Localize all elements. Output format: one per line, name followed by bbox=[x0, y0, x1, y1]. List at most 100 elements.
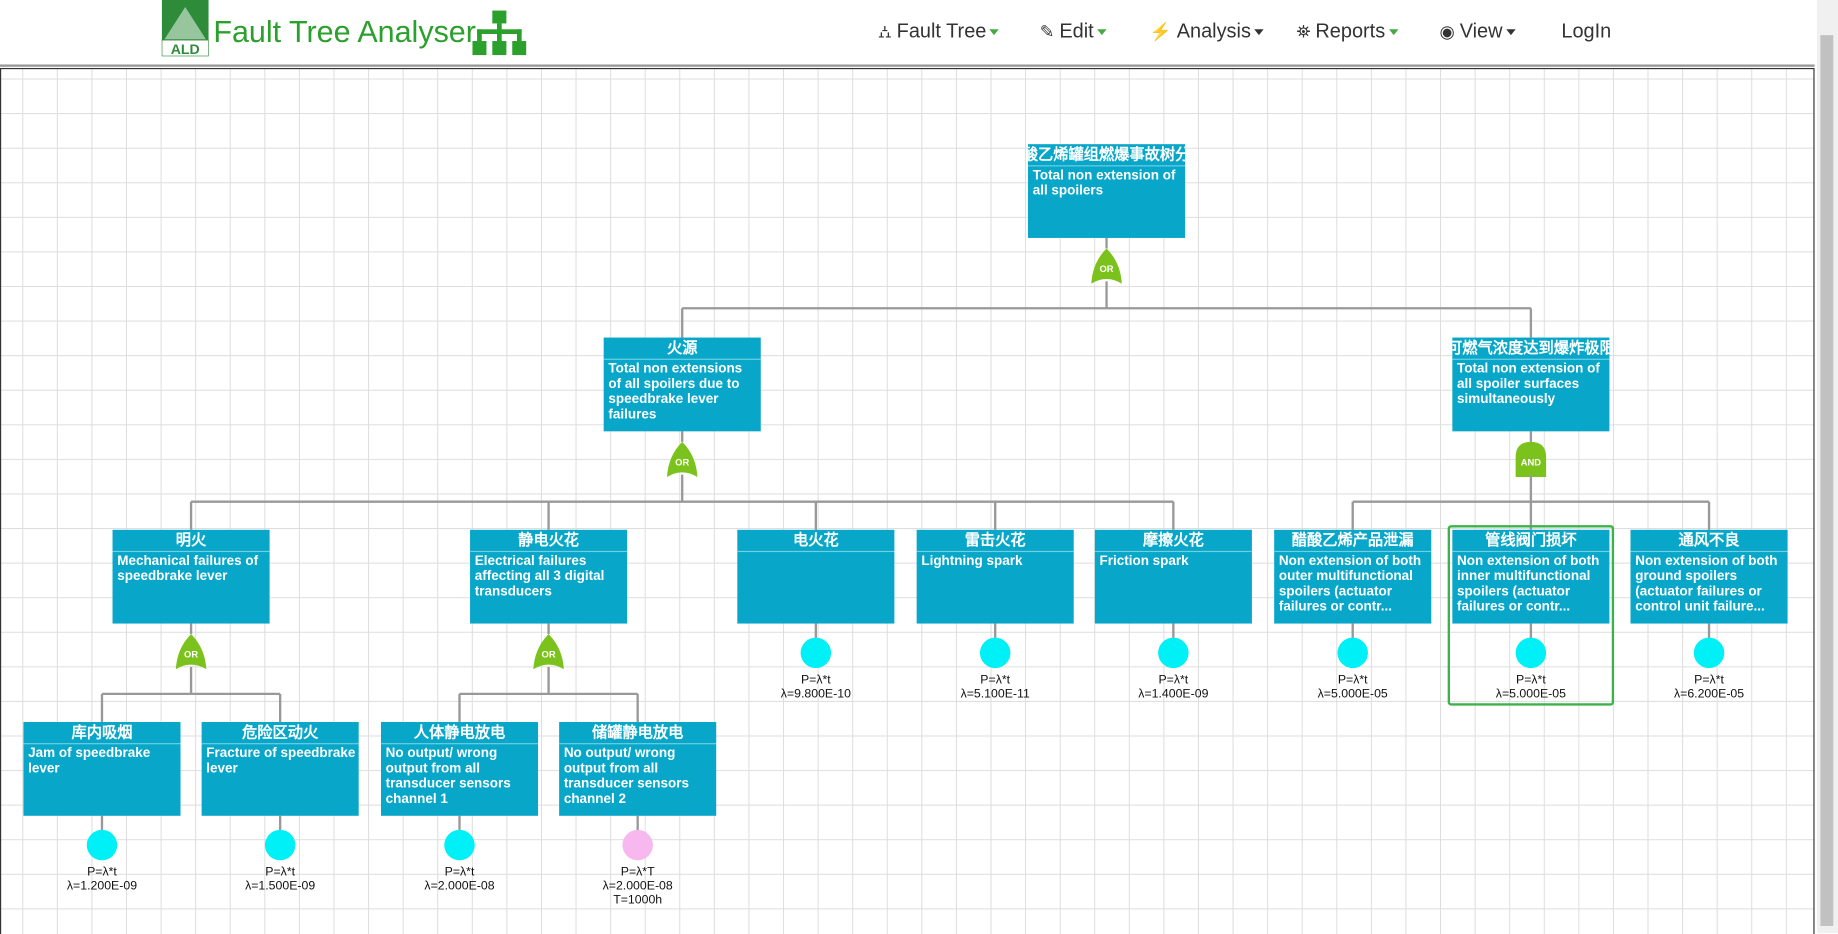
event-formula: P=λ*t bbox=[980, 672, 1011, 687]
node[interactable]: 可燃气浓度达到爆炸极限 Total non extension of all sp… bbox=[1452, 337, 1610, 432]
event-rate: λ=5.000E-05 bbox=[1317, 686, 1388, 701]
basic-event[interactable] bbox=[979, 637, 1011, 669]
node-title-text: 可燃气浓度达到爆炸极限 bbox=[1452, 338, 1610, 357]
gate[interactable] bbox=[1091, 248, 1122, 284]
node[interactable]: 管线阀门损坏 Non extension of both inner multif… bbox=[1452, 529, 1610, 624]
event-info: P=λ*T λ=2.000E-08 T=1000h bbox=[579, 865, 696, 907]
node-description: Electrical failures affecting all 3 digi… bbox=[474, 554, 605, 599]
node-title: 可燃气浓度达到爆炸极限 bbox=[1452, 338, 1610, 360]
node-description: Total non extensions of all spoilers due… bbox=[608, 362, 743, 422]
node[interactable]: 库内吸烟 Jam of speedbrake lever bbox=[23, 722, 181, 816]
node-title: 通风不良 bbox=[1630, 530, 1788, 553]
event-rate: λ=1.500E-09 bbox=[245, 879, 316, 894]
event-info: P=λ*t λ=5.000E-05 bbox=[1294, 673, 1411, 701]
gate[interactable] bbox=[1515, 441, 1547, 478]
menu-item[interactable]: ✎ Edit bbox=[1040, 20, 1107, 43]
node-title: 库内吸烟 bbox=[23, 722, 181, 745]
gate[interactable] bbox=[533, 634, 564, 670]
node-title: 明火 bbox=[112, 530, 270, 553]
node-title: 储罐静电放电 bbox=[559, 722, 717, 745]
node[interactable]: 雷击火花 Lightning spark bbox=[916, 529, 1074, 624]
node-description: Lightning spark bbox=[921, 554, 1023, 569]
node[interactable]: 人体静电放电 No output/ wrong output from all t… bbox=[380, 722, 539, 816]
gate[interactable] bbox=[175, 634, 207, 670]
node[interactable]: 电火花 bbox=[737, 529, 895, 624]
basic-event[interactable] bbox=[1337, 637, 1368, 669]
basic-event[interactable] bbox=[1515, 637, 1547, 669]
node[interactable]: 静电火花 Electrical failures affecting all 3 … bbox=[470, 529, 628, 624]
gate[interactable] bbox=[666, 441, 698, 478]
node-description: Mechanical failures of speedbrake lever bbox=[117, 554, 259, 584]
node-title-text: 明火 bbox=[175, 530, 207, 549]
event-info: P=λ*t λ=1.200E-09 bbox=[43, 865, 160, 893]
gate-label: OR bbox=[675, 457, 689, 467]
basic-event[interactable] bbox=[800, 637, 832, 669]
event-rate: λ=5.100E-11 bbox=[960, 686, 1030, 701]
menu-item[interactable]: ⚡ Analysis bbox=[1150, 20, 1264, 43]
node-title: 火源 bbox=[603, 338, 761, 360]
menu-label: Fault Tree bbox=[896, 19, 987, 43]
event-formula: P=λ*T bbox=[620, 865, 655, 880]
event-formula: P=λ*t bbox=[1158, 672, 1189, 687]
menu-label: Analysis bbox=[1176, 19, 1251, 43]
node-title-text: 雷击火花 bbox=[964, 530, 1026, 549]
scrollbar[interactable] bbox=[1816, 0, 1838, 933]
event-info: P=λ*t λ=1.500E-09 bbox=[222, 865, 339, 893]
logo-text: ALD bbox=[171, 41, 200, 56]
event-rate: λ=5.000E-05 bbox=[1495, 686, 1566, 701]
node-title: 雷击火花 bbox=[916, 530, 1074, 553]
node-title: 摩擦火花 bbox=[1094, 530, 1252, 553]
basic-event[interactable] bbox=[1693, 637, 1725, 669]
connectors: OR OR AND OR OR bbox=[86, 237, 1725, 861]
node-title-text: 静电火花 bbox=[518, 530, 580, 549]
event-formula: P=λ*t bbox=[444, 865, 475, 880]
node-description: Total non extension of all spoilers bbox=[1032, 168, 1176, 199]
logo[interactable]: ALD bbox=[161, 0, 209, 57]
basic-event[interactable] bbox=[444, 829, 475, 861]
node-title-text: 库内吸烟 bbox=[71, 723, 133, 741]
brand-icon bbox=[472, 10, 527, 56]
node[interactable]: 危险区动火 Fracture of speedbrake lever bbox=[201, 722, 359, 816]
event-rate: λ=2.000E-08 bbox=[424, 879, 495, 894]
node[interactable]: 酸乙烯罐组燃爆事故树分 Total non extension of all sp… bbox=[1028, 144, 1186, 238]
event-formula: P=λ*t bbox=[87, 865, 117, 880]
node-title: 管线阀门损坏 bbox=[1452, 530, 1610, 553]
event-info: P=λ*t λ=9.800E-10 bbox=[757, 673, 874, 701]
node-description: Non extension of both outer multifunctio… bbox=[1278, 554, 1422, 615]
node-title-text: 摩擦火花 bbox=[1142, 530, 1204, 549]
event-info: P=λ*t λ=5.000E-05 bbox=[1472, 673, 1589, 701]
menu-item[interactable]: ⛯ Reports bbox=[1296, 20, 1399, 43]
node-title: 危险区动火 bbox=[201, 722, 359, 745]
menu-item[interactable]: ⛼ Fault Tree bbox=[878, 19, 1000, 45]
node-description: Friction spark bbox=[1099, 554, 1189, 569]
menu-item[interactable]: LogIn bbox=[1561, 20, 1611, 43]
event-rate: λ=6.200E-05 bbox=[1673, 686, 1745, 701]
event-rate: λ=1.400E-09 bbox=[1138, 686, 1209, 701]
basic-event[interactable] bbox=[1158, 637, 1189, 669]
node[interactable]: 明火 Mechanical failures of speedbrake leve… bbox=[112, 529, 270, 624]
node[interactable]: 醋酸乙烯产品泄漏 Non extension of both outer mult… bbox=[1274, 529, 1432, 624]
brand[interactable]: Fault Tree Analyser bbox=[213, 14, 476, 50]
node[interactable]: 火源 Total non extensions of all spoilers d… bbox=[603, 337, 761, 432]
node-description: Fracture of speedbrake lever bbox=[206, 746, 356, 776]
event-info: P=λ*t λ=6.200E-05 bbox=[1650, 673, 1767, 701]
node[interactable]: 储罐静电放电 No output/ wrong output from all t… bbox=[559, 722, 717, 816]
node-title-text: 人体静电放电 bbox=[413, 723, 506, 741]
basic-event[interactable] bbox=[264, 829, 296, 861]
basic-event[interactable] bbox=[86, 829, 118, 861]
node-title-text: 管线阀门损坏 bbox=[1485, 530, 1577, 549]
node-title-text: 储罐静电放电 bbox=[591, 723, 684, 741]
node[interactable]: 通风不良 Non extension of both ground spoiler… bbox=[1630, 529, 1788, 624]
menu-item[interactable]: ◉ View bbox=[1439, 20, 1516, 43]
gate-label: AND bbox=[1521, 457, 1542, 467]
node-description: Total non extension of all spoiler surfa… bbox=[1457, 362, 1600, 407]
event-rate: λ=1.200E-09 bbox=[66, 879, 138, 894]
basic-event[interactable] bbox=[622, 829, 653, 861]
node-description: Non extension of both inner multifunctio… bbox=[1457, 554, 1600, 615]
node-description: No output/ wrong output from all transdu… bbox=[385, 746, 511, 807]
tree-canvas[interactable]: OR OR AND OR OR 酸乙烯罐组燃爆事故树分 Total non extensi… bbox=[0, 67, 1815, 934]
node-title: 人体静电放电 bbox=[380, 722, 539, 745]
node[interactable]: 摩擦火花 Friction spark bbox=[1094, 529, 1252, 624]
